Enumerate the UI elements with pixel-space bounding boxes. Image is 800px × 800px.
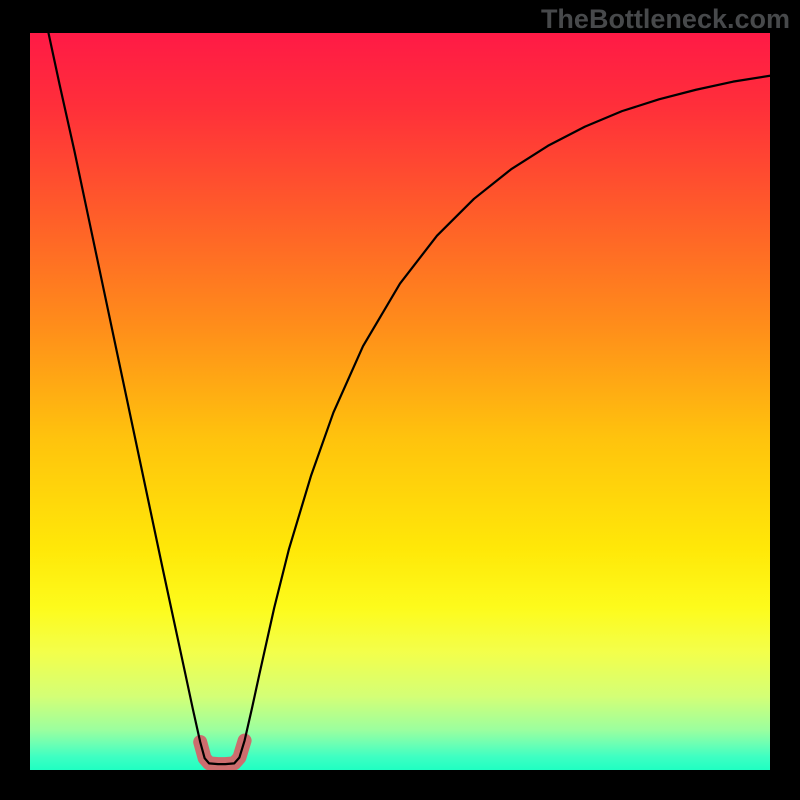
plot-area [30, 33, 770, 770]
watermark-text: TheBottleneck.com [541, 4, 790, 35]
chart-container: TheBottleneck.com [0, 0, 800, 800]
plot-svg [30, 33, 770, 770]
gradient-background [30, 33, 770, 770]
